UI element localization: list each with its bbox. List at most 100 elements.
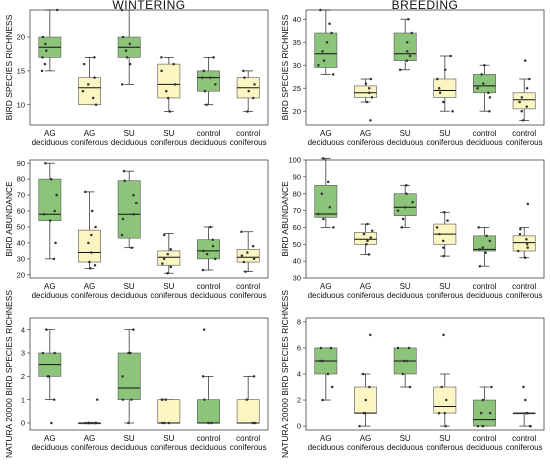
- data-point: [516, 249, 520, 253]
- y-tick-label: 60: [293, 223, 301, 232]
- data-point: [132, 193, 135, 197]
- data-point: [488, 411, 492, 415]
- data-point: [165, 89, 168, 93]
- category-label-line: coniferous: [230, 291, 267, 300]
- category-label: SU coniferous: [150, 434, 187, 452]
- data-point: [477, 226, 480, 229]
- data-point: [443, 411, 446, 415]
- y-tick-label: 4: [297, 370, 301, 379]
- category-label-line: deciduous: [466, 291, 502, 300]
- data-point: [162, 257, 166, 261]
- data-point: [161, 398, 164, 401]
- category-label-line: AG: [44, 129, 56, 138]
- category-label: control coniferous: [230, 434, 267, 452]
- data-point: [44, 161, 47, 165]
- category-label-line: control: [236, 282, 260, 291]
- box-iqr: [433, 78, 457, 98]
- y-axis-label: BIRD SPECIES RICHNESS: [4, 14, 14, 120]
- category-label-line: SU: [124, 129, 135, 138]
- y-tick-label: 20: [17, 270, 25, 279]
- data-point: [525, 243, 529, 246]
- data-point: [322, 157, 325, 160]
- data-point: [130, 246, 133, 249]
- plot-frame: [305, 9, 545, 126]
- data-point: [402, 359, 406, 363]
- y-tick-label: 40: [17, 239, 25, 248]
- data-point: [480, 73, 483, 76]
- box-iqr: [512, 92, 536, 110]
- data-point: [488, 109, 491, 113]
- data-point: [160, 56, 163, 59]
- data-point: [317, 212, 320, 216]
- data-point: [488, 239, 492, 243]
- data-point: [173, 83, 177, 86]
- category-label: control coniferous: [506, 129, 543, 147]
- category-label-line: coniferous: [506, 291, 543, 300]
- category-label-line: SU: [400, 129, 411, 138]
- category-label: AG coniferous: [71, 434, 108, 452]
- data-point: [367, 253, 371, 256]
- box-iqr: [236, 399, 260, 424]
- category-label-line: control: [472, 282, 496, 291]
- category-label-line: coniferous: [347, 443, 384, 452]
- category-label-line: AG: [320, 434, 332, 443]
- data-point: [525, 86, 529, 90]
- data-point: [476, 86, 479, 90]
- data-point: [442, 100, 445, 104]
- category-label: SU deciduous: [111, 282, 147, 300]
- y-axis-label: NATURA 20000 BIRD SPECIES RICHNESS: [280, 290, 290, 458]
- box-iqr: [117, 352, 141, 400]
- data-point: [520, 109, 523, 113]
- data-point: [442, 254, 445, 258]
- category-label-line: control: [472, 434, 496, 443]
- box-iqr: [157, 63, 181, 99]
- box-iqr: [197, 239, 220, 260]
- category-label-line: control: [236, 129, 260, 138]
- data-point: [211, 238, 214, 241]
- chart-title: BREEDING: [392, 0, 459, 12]
- box-iqr: [157, 250, 181, 266]
- category-label-line: coniferous: [150, 291, 187, 300]
- y-tick-label: 15: [17, 66, 25, 75]
- box-iqr: [314, 32, 338, 68]
- data-point: [213, 257, 217, 261]
- y-tick-label: 50: [293, 240, 301, 249]
- data-point: [362, 232, 366, 236]
- data-point: [242, 260, 246, 264]
- data-point: [172, 62, 175, 66]
- data-point: [444, 424, 447, 428]
- category-label-line: deciduous: [111, 291, 147, 300]
- data-point: [440, 385, 443, 389]
- data-point: [88, 421, 91, 425]
- data-point: [41, 35, 45, 39]
- box-iqr: [354, 232, 377, 245]
- y-tick-label: 0: [297, 422, 301, 431]
- data-point: [209, 225, 212, 229]
- y-tick-label: 35: [293, 38, 301, 47]
- y-axis-label: BIRD SPECIES RICHNESS: [280, 14, 290, 120]
- category-label-line: control: [196, 129, 220, 138]
- category-label: SU deciduous: [387, 129, 423, 147]
- data-point: [81, 89, 85, 93]
- data-point: [319, 346, 323, 350]
- data-point: [240, 230, 243, 234]
- data-point: [445, 398, 448, 402]
- data-point: [364, 398, 368, 402]
- data-point: [253, 421, 257, 425]
- category-label-line: control: [236, 434, 260, 443]
- data-point: [519, 227, 522, 231]
- data-point: [128, 42, 132, 46]
- data-point: [317, 63, 320, 67]
- box-iqr: [393, 32, 417, 61]
- box-iqr: [354, 85, 377, 98]
- data-point: [362, 372, 365, 376]
- data-point: [525, 105, 528, 108]
- data-point: [369, 119, 372, 122]
- data-point: [525, 237, 528, 241]
- category-label-line: AG: [84, 282, 96, 291]
- y-tick-label: 40: [293, 257, 301, 266]
- data-point: [524, 256, 527, 260]
- data-point: [405, 359, 409, 363]
